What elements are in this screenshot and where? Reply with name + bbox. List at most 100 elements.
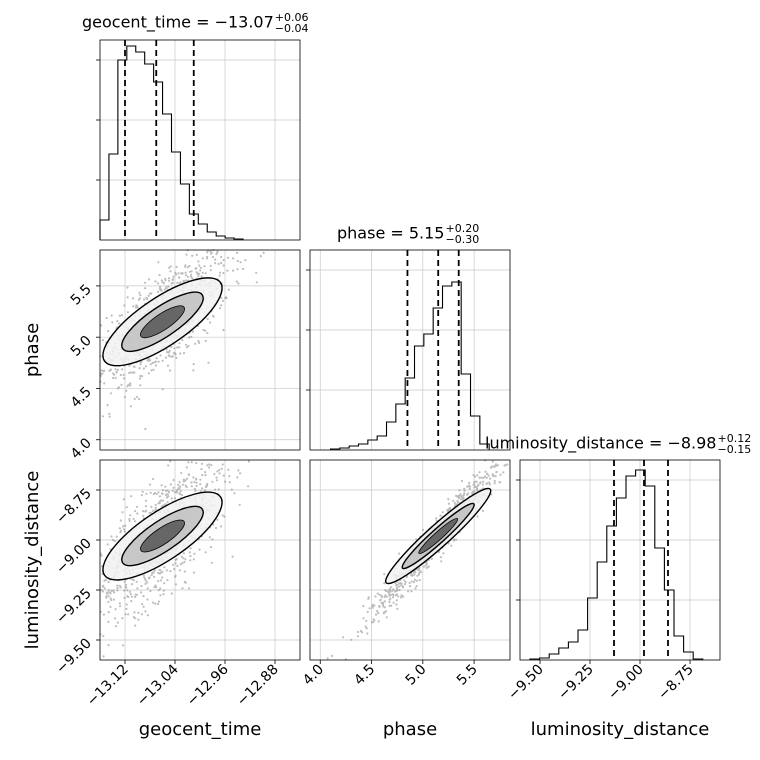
scatter-geocent-phase-point [147, 357, 150, 360]
scatter-geocent-phase-point [198, 341, 201, 344]
scatter-phase-distance-point [475, 480, 478, 483]
scatter-phase-distance-point [483, 475, 487, 478]
scatter-geocent-distance-point [107, 595, 110, 598]
scatter-geocent-distance-point [118, 527, 121, 530]
ytick-label-phase-1: 4.5 [68, 384, 95, 411]
scatter-geocent-distance-point [113, 591, 116, 594]
scatter-geocent-distance-point [167, 495, 170, 498]
scatter-geocent-phase-point [168, 369, 172, 372]
scatter-geocent-distance-point [144, 610, 147, 613]
scatter-phase-distance-point [403, 583, 407, 586]
scatter-geocent-distance-point [183, 561, 186, 564]
scatter-geocent-distance-point [182, 480, 185, 483]
scatter-geocent-phase-point [107, 330, 110, 333]
scatter-phase-distance-point [397, 582, 400, 585]
ytick-label-phase-3: 5.5 [68, 281, 95, 308]
scatter-geocent-phase-point [105, 316, 108, 320]
scatter-geocent-distance-point [189, 547, 192, 550]
scatter-geocent-distance-point [142, 574, 145, 577]
scatter-geocent-distance-point [180, 471, 183, 475]
scatter-geocent-phase-point [218, 274, 221, 277]
scatter-phase-distance-point [478, 471, 481, 474]
scatter-geocent-phase-point [133, 371, 136, 374]
scatter-geocent-distance-point [193, 552, 196, 555]
scatter-geocent-phase-point [108, 415, 111, 418]
scatter-geocent-distance-point [104, 578, 108, 582]
scatter-phase-distance-point [492, 475, 495, 478]
scatter-phase-distance-point [390, 586, 393, 589]
xtick-label-phase-3: 5.5 [454, 662, 481, 689]
scatter-geocent-phase-point [221, 299, 225, 302]
scatter-geocent-phase-point [103, 382, 106, 385]
scatter-geocent-phase-point [155, 357, 158, 360]
hist-phase-bg [310, 250, 510, 450]
scatter-geocent-phase-point [166, 364, 170, 367]
scatter-geocent-distance-point [227, 468, 230, 471]
scatter-phase-distance-point [388, 604, 391, 608]
scatter-geocent-phase-point [235, 280, 238, 283]
scatter-geocent-phase-point [156, 290, 160, 293]
scatter-geocent-distance-point [199, 490, 202, 493]
scatter-phase-distance-point [446, 508, 449, 511]
scatter-phase-distance-point [460, 498, 463, 501]
scatter-geocent-distance-point [224, 480, 227, 483]
scatter-geocent-phase-point [123, 304, 126, 307]
scatter-phase-distance-point [494, 464, 497, 467]
scatter-geocent-phase-point [222, 259, 225, 262]
scatter-phase-distance-point [400, 594, 403, 597]
scatter-geocent-distance-point [152, 493, 155, 496]
scatter-geocent-distance-point [198, 548, 201, 551]
scatter-geocent-phase-point [187, 344, 190, 347]
scatter-geocent-phase-point [188, 264, 191, 268]
scatter-geocent-phase-point [119, 373, 122, 377]
scatter-geocent-distance-point [213, 473, 216, 476]
scatter-geocent-distance-point [124, 613, 127, 616]
scatter-geocent-distance-point [160, 579, 163, 582]
scatter-geocent-phase-point [112, 372, 115, 375]
scatter-phase-distance-point [389, 590, 392, 593]
scatter-geocent-distance-point [174, 558, 177, 562]
scatter-geocent-phase-point [120, 314, 124, 317]
scatter-geocent-distance-point [133, 520, 137, 523]
scatter-geocent-phase-point [159, 285, 162, 289]
ytick-label-luminosity-distance-1: −9.25 [53, 586, 95, 628]
scatter-geocent-distance-point [199, 478, 202, 481]
scatter-geocent-distance-point [119, 605, 122, 608]
scatter-geocent-phase-point [106, 404, 109, 407]
scatter-phase-distance-point [447, 502, 450, 505]
scatter-geocent-phase-point [142, 367, 145, 370]
scatter-phase-distance-point [489, 477, 492, 480]
scatter-geocent-phase-point [184, 274, 188, 277]
title-geocent-time-value: −13.07 [214, 12, 274, 32]
scatter-geocent-distance-point [158, 495, 161, 498]
scatter-geocent-distance-point [171, 489, 174, 492]
scatter-geocent-distance-point [173, 567, 176, 571]
scatter-phase-distance-point [362, 605, 365, 608]
scatter-geocent-phase-point [190, 270, 193, 273]
ytick-label-phase-2: 5.0 [68, 333, 95, 360]
scatter-phase-distance-point [455, 538, 458, 541]
scatter-phase-distance-point [459, 494, 462, 497]
scatter-phase-distance-point [415, 579, 418, 582]
scatter-phase-distance-point [398, 552, 401, 555]
scatter-geocent-phase-point [197, 275, 200, 278]
scatter-phase-distance-point [405, 575, 408, 579]
scatter-phase-distance-point [366, 610, 369, 614]
scatter-geocent-distance-point [238, 503, 241, 506]
scatter-phase-distance-point [396, 586, 399, 590]
scatter-phase-distance-point [410, 580, 413, 583]
scatter-geocent-distance-point [128, 518, 131, 521]
scatter-geocent-phase-point [128, 371, 131, 374]
scatter-geocent-phase-point [236, 251, 239, 254]
scatter-geocent-distance-point [195, 484, 198, 488]
scatter-geocent-distance-point [157, 600, 160, 603]
scatter-phase-distance-point [499, 473, 502, 476]
scatter-geocent-distance-point [187, 461, 190, 464]
scatter-geocent-phase-point [173, 347, 176, 350]
scatter-phase-distance-point [395, 589, 399, 592]
scatter-geocent-distance-point [122, 525, 125, 528]
scatter-geocent-phase-point [209, 250, 212, 253]
scatter-geocent-distance-point [107, 611, 110, 614]
scatter-geocent-distance-point [215, 479, 219, 482]
scatter-geocent-phase-point [191, 330, 195, 333]
